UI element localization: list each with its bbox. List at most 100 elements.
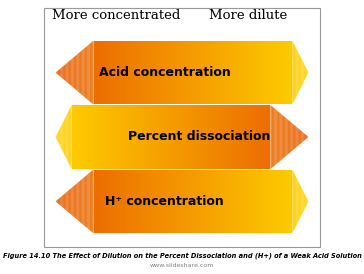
Polygon shape [115, 41, 116, 104]
Polygon shape [170, 170, 171, 233]
Polygon shape [63, 65, 64, 80]
Polygon shape [282, 170, 283, 233]
Polygon shape [245, 170, 246, 233]
Polygon shape [157, 41, 158, 104]
Polygon shape [73, 186, 74, 217]
Polygon shape [143, 170, 144, 233]
Polygon shape [271, 170, 272, 233]
Polygon shape [136, 170, 137, 233]
Polygon shape [258, 41, 259, 104]
Polygon shape [282, 41, 283, 104]
Polygon shape [266, 41, 267, 104]
Polygon shape [269, 41, 270, 104]
Polygon shape [283, 41, 284, 104]
Polygon shape [251, 170, 252, 233]
Polygon shape [184, 105, 185, 169]
Polygon shape [203, 105, 204, 169]
Polygon shape [227, 170, 228, 233]
Polygon shape [285, 170, 286, 233]
Polygon shape [150, 105, 151, 169]
Polygon shape [94, 41, 95, 104]
Polygon shape [261, 105, 262, 169]
Polygon shape [304, 133, 305, 141]
Polygon shape [230, 170, 231, 233]
Polygon shape [103, 41, 104, 104]
Polygon shape [239, 170, 240, 233]
Polygon shape [263, 41, 264, 104]
Polygon shape [124, 170, 125, 233]
Polygon shape [263, 105, 264, 169]
Polygon shape [84, 105, 85, 169]
Polygon shape [289, 170, 290, 233]
Polygon shape [260, 41, 261, 104]
Polygon shape [59, 198, 60, 205]
Polygon shape [184, 170, 185, 233]
Polygon shape [265, 105, 266, 169]
Polygon shape [199, 170, 200, 233]
Text: www.slideshare.com: www.slideshare.com [150, 263, 214, 268]
Polygon shape [101, 41, 102, 104]
Polygon shape [291, 122, 292, 152]
Polygon shape [168, 170, 169, 233]
Polygon shape [98, 105, 99, 169]
Polygon shape [103, 170, 104, 233]
Polygon shape [210, 41, 211, 104]
Polygon shape [264, 105, 265, 169]
Polygon shape [260, 170, 261, 233]
Polygon shape [136, 41, 137, 104]
Polygon shape [86, 175, 87, 228]
Polygon shape [90, 43, 91, 102]
Polygon shape [301, 131, 302, 143]
Polygon shape [198, 105, 199, 169]
Polygon shape [118, 105, 119, 169]
Polygon shape [103, 105, 104, 169]
Polygon shape [180, 105, 181, 169]
Polygon shape [132, 170, 133, 233]
Polygon shape [283, 116, 284, 158]
Polygon shape [281, 114, 282, 160]
Polygon shape [83, 105, 84, 169]
Polygon shape [303, 133, 304, 141]
Polygon shape [189, 41, 190, 104]
Polygon shape [143, 105, 144, 169]
Polygon shape [82, 50, 83, 95]
Polygon shape [236, 105, 237, 169]
Polygon shape [95, 41, 96, 104]
Polygon shape [179, 170, 180, 233]
Polygon shape [209, 170, 210, 233]
Polygon shape [88, 173, 89, 230]
Polygon shape [286, 41, 287, 104]
Polygon shape [98, 41, 99, 104]
Polygon shape [178, 41, 179, 104]
Polygon shape [99, 41, 100, 104]
Polygon shape [57, 70, 58, 75]
Polygon shape [215, 170, 216, 233]
Polygon shape [97, 41, 98, 104]
Polygon shape [230, 41, 231, 104]
Polygon shape [155, 170, 156, 233]
Polygon shape [262, 105, 263, 169]
Polygon shape [307, 69, 308, 76]
Polygon shape [149, 170, 150, 233]
Polygon shape [268, 170, 269, 233]
Polygon shape [178, 170, 179, 233]
Polygon shape [233, 105, 234, 169]
Polygon shape [247, 41, 248, 104]
Polygon shape [108, 170, 109, 233]
Polygon shape [276, 170, 277, 233]
Polygon shape [250, 170, 251, 233]
Polygon shape [201, 41, 202, 104]
Polygon shape [78, 53, 79, 93]
Polygon shape [157, 105, 158, 169]
Polygon shape [169, 41, 170, 104]
Polygon shape [273, 107, 274, 167]
Polygon shape [279, 41, 280, 104]
Polygon shape [305, 195, 306, 208]
Polygon shape [64, 65, 65, 81]
Polygon shape [203, 41, 204, 104]
Polygon shape [70, 189, 71, 214]
Polygon shape [105, 105, 106, 169]
Polygon shape [138, 105, 139, 169]
Polygon shape [193, 170, 194, 233]
Polygon shape [156, 41, 157, 104]
